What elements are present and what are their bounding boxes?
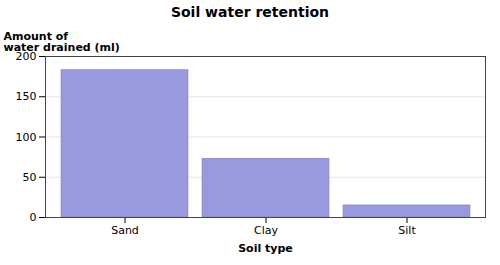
svg-text:Soil type: Soil type (238, 242, 293, 255)
svg-text:0: 0 (30, 211, 37, 224)
svg-text:Clay: Clay (254, 224, 278, 237)
svg-text:100: 100 (16, 131, 37, 144)
html-text:Soil water retention: Soil water retention (170, 4, 330, 20)
svg-text:150: 150 (16, 90, 37, 103)
svg-text:Silt: Silt (398, 224, 416, 237)
svg-text:Amount ofwater drained (ml): Amount ofwater drained (ml) (4, 30, 120, 54)
svg-text:200: 200 (15, 50, 37, 63)
svg-text:Sand: Sand (111, 224, 139, 237)
svg-text:50: 50 (23, 171, 37, 184)
